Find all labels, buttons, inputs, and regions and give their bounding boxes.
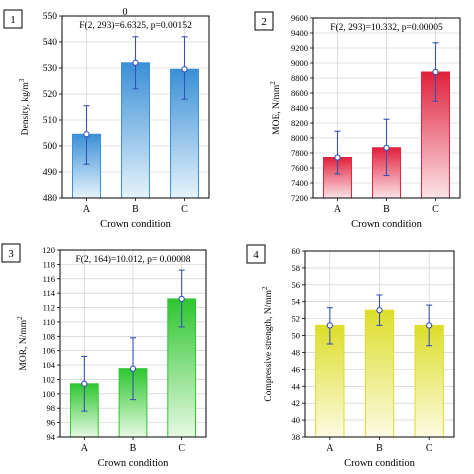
- y-tick-label: 9000: [291, 58, 308, 68]
- panel-number-box: [254, 11, 274, 31]
- y-tick-label: 98: [47, 403, 56, 413]
- y-tick-label: 490: [43, 168, 58, 178]
- y-tick-label: 7400: [291, 178, 308, 188]
- y-tick-label: 46: [292, 364, 301, 374]
- y-tick-label: 44: [292, 381, 301, 391]
- mean-point: [432, 68, 439, 76]
- mean-point: [83, 131, 90, 138]
- panel-number: 4: [253, 249, 259, 261]
- y-tick-label: 114: [43, 288, 56, 298]
- y-tick-label: 58: [292, 263, 301, 273]
- figure-top-label: 0: [123, 7, 128, 18]
- stat-annotation: F(2, 293)=6.6325, p=0.00152: [79, 20, 192, 31]
- mean-point: [426, 322, 433, 329]
- y-tick-label: 8200: [291, 118, 308, 128]
- x-tick-label: C: [181, 204, 188, 215]
- panel-number: 3: [8, 248, 14, 260]
- chart-panel-2: 7200 7400 7600 7800 8000 8200 8400 8600 8800 9000…: [254, 11, 461, 230]
- y-tick-label: 60: [292, 246, 301, 256]
- mean-point: [129, 365, 137, 372]
- x-axis-title: Crown condition: [344, 458, 416, 469]
- y-tick-label: 120: [42, 245, 55, 255]
- y-tick-label: 480: [43, 194, 58, 204]
- y-tick-label: 530: [43, 64, 58, 74]
- chart-panel-3: 94 96 98 100 102 104 106 108 110 112 114 116 118 120 A…: [1, 243, 207, 469]
- y-tick-label: 8600: [291, 88, 308, 98]
- x-tick-label: A: [81, 443, 89, 454]
- mean-point: [81, 380, 88, 387]
- x-tick-label: C: [426, 443, 433, 454]
- chart-panel-4: 38 40 42 44 46 48 50 52 54 56 58 60 A B C Crown conditi…: [246, 244, 455, 469]
- y-tick-label: 9200: [291, 43, 308, 53]
- y-tick-label: 520: [43, 90, 58, 100]
- y-axis-title: MOR, N/mm2: [16, 316, 29, 371]
- y-tick-label: 42: [292, 398, 301, 408]
- y-tick-label: 8000: [291, 133, 308, 143]
- stat-annotation: F(2, 164)=10.012, p= 0.00008: [76, 254, 191, 265]
- mean-point: [326, 322, 333, 329]
- y-tick-label: 106: [42, 346, 55, 356]
- y-tick-label: 56: [292, 280, 301, 290]
- y-tick-label: 7200: [291, 193, 308, 203]
- y-tick-label: 500: [43, 142, 58, 152]
- x-axis-title: Crown condition: [351, 219, 423, 230]
- y-tick-label: 110: [43, 317, 55, 327]
- y-tick-label: 48: [292, 347, 301, 357]
- y-tick-label: 100: [42, 389, 55, 399]
- y-tick-label: 116: [43, 274, 55, 284]
- panel-number-box: [246, 244, 266, 264]
- y-tick-label: 38: [292, 432, 301, 442]
- bar-B: [364, 309, 395, 438]
- x-tick-label: A: [334, 204, 342, 215]
- x-tick-label: B: [383, 204, 390, 215]
- y-tick-label: 7600: [291, 163, 308, 173]
- mean-point: [181, 66, 188, 73]
- y-tick-label: 52: [292, 314, 301, 324]
- panel-number-box: [1, 243, 21, 263]
- y-tick-label: 510: [43, 116, 58, 126]
- y-tick-label: 104: [42, 360, 56, 370]
- mean-point: [334, 154, 341, 161]
- mean-point: [383, 144, 390, 151]
- mean-point: [132, 59, 139, 66]
- stat-annotation: F(2, 293)=10.332, p=0.00005: [330, 22, 443, 33]
- x-tick-label: B: [130, 443, 137, 454]
- y-tick-label: 108: [42, 331, 55, 341]
- y-tick-label: 40: [292, 415, 301, 425]
- x-axis-title: Crown condition: [98, 458, 170, 469]
- mean-point: [376, 307, 383, 314]
- x-tick-label: C: [178, 443, 185, 454]
- y-tick-label: 94: [47, 432, 56, 442]
- panel-number-box: [3, 9, 23, 29]
- y-tick-label: 118: [43, 259, 55, 269]
- y-tick-label: 7800: [291, 148, 308, 158]
- y-tick-label: 9400: [291, 28, 308, 38]
- y-tick-label: 50: [292, 331, 301, 341]
- panel-number: 1: [10, 14, 16, 26]
- y-tick-label: 96: [47, 418, 56, 428]
- chart-panel-1: 480 490 500 510 520 530 540 550 A B C Crown conditi…: [3, 9, 210, 230]
- y-tick-label: 9600: [291, 13, 308, 23]
- panel-number: 2: [261, 16, 267, 28]
- y-tick-label: 54: [292, 297, 301, 307]
- y-tick-label: 102: [42, 374, 55, 384]
- x-tick-label: A: [83, 204, 91, 215]
- y-tick-label: 540: [43, 38, 58, 48]
- y-axis-title: Compressive strength, N/mm2: [261, 286, 274, 402]
- x-tick-label: C: [432, 204, 439, 215]
- x-tick-label: B: [132, 204, 139, 215]
- y-tick-label: 112: [43, 303, 55, 313]
- y-tick-label: 8400: [291, 103, 308, 113]
- mean-point: [178, 295, 185, 303]
- y-axis-title: MOE, N/mm2: [269, 81, 282, 135]
- y-axis-title: Density, kg/m3: [18, 78, 31, 135]
- x-axis-title: Crown condition: [100, 219, 172, 230]
- x-tick-label: B: [376, 443, 383, 454]
- y-tick-label: 550: [43, 12, 58, 22]
- x-tick-label: A: [326, 443, 334, 454]
- y-tick-label: 8800: [291, 73, 308, 83]
